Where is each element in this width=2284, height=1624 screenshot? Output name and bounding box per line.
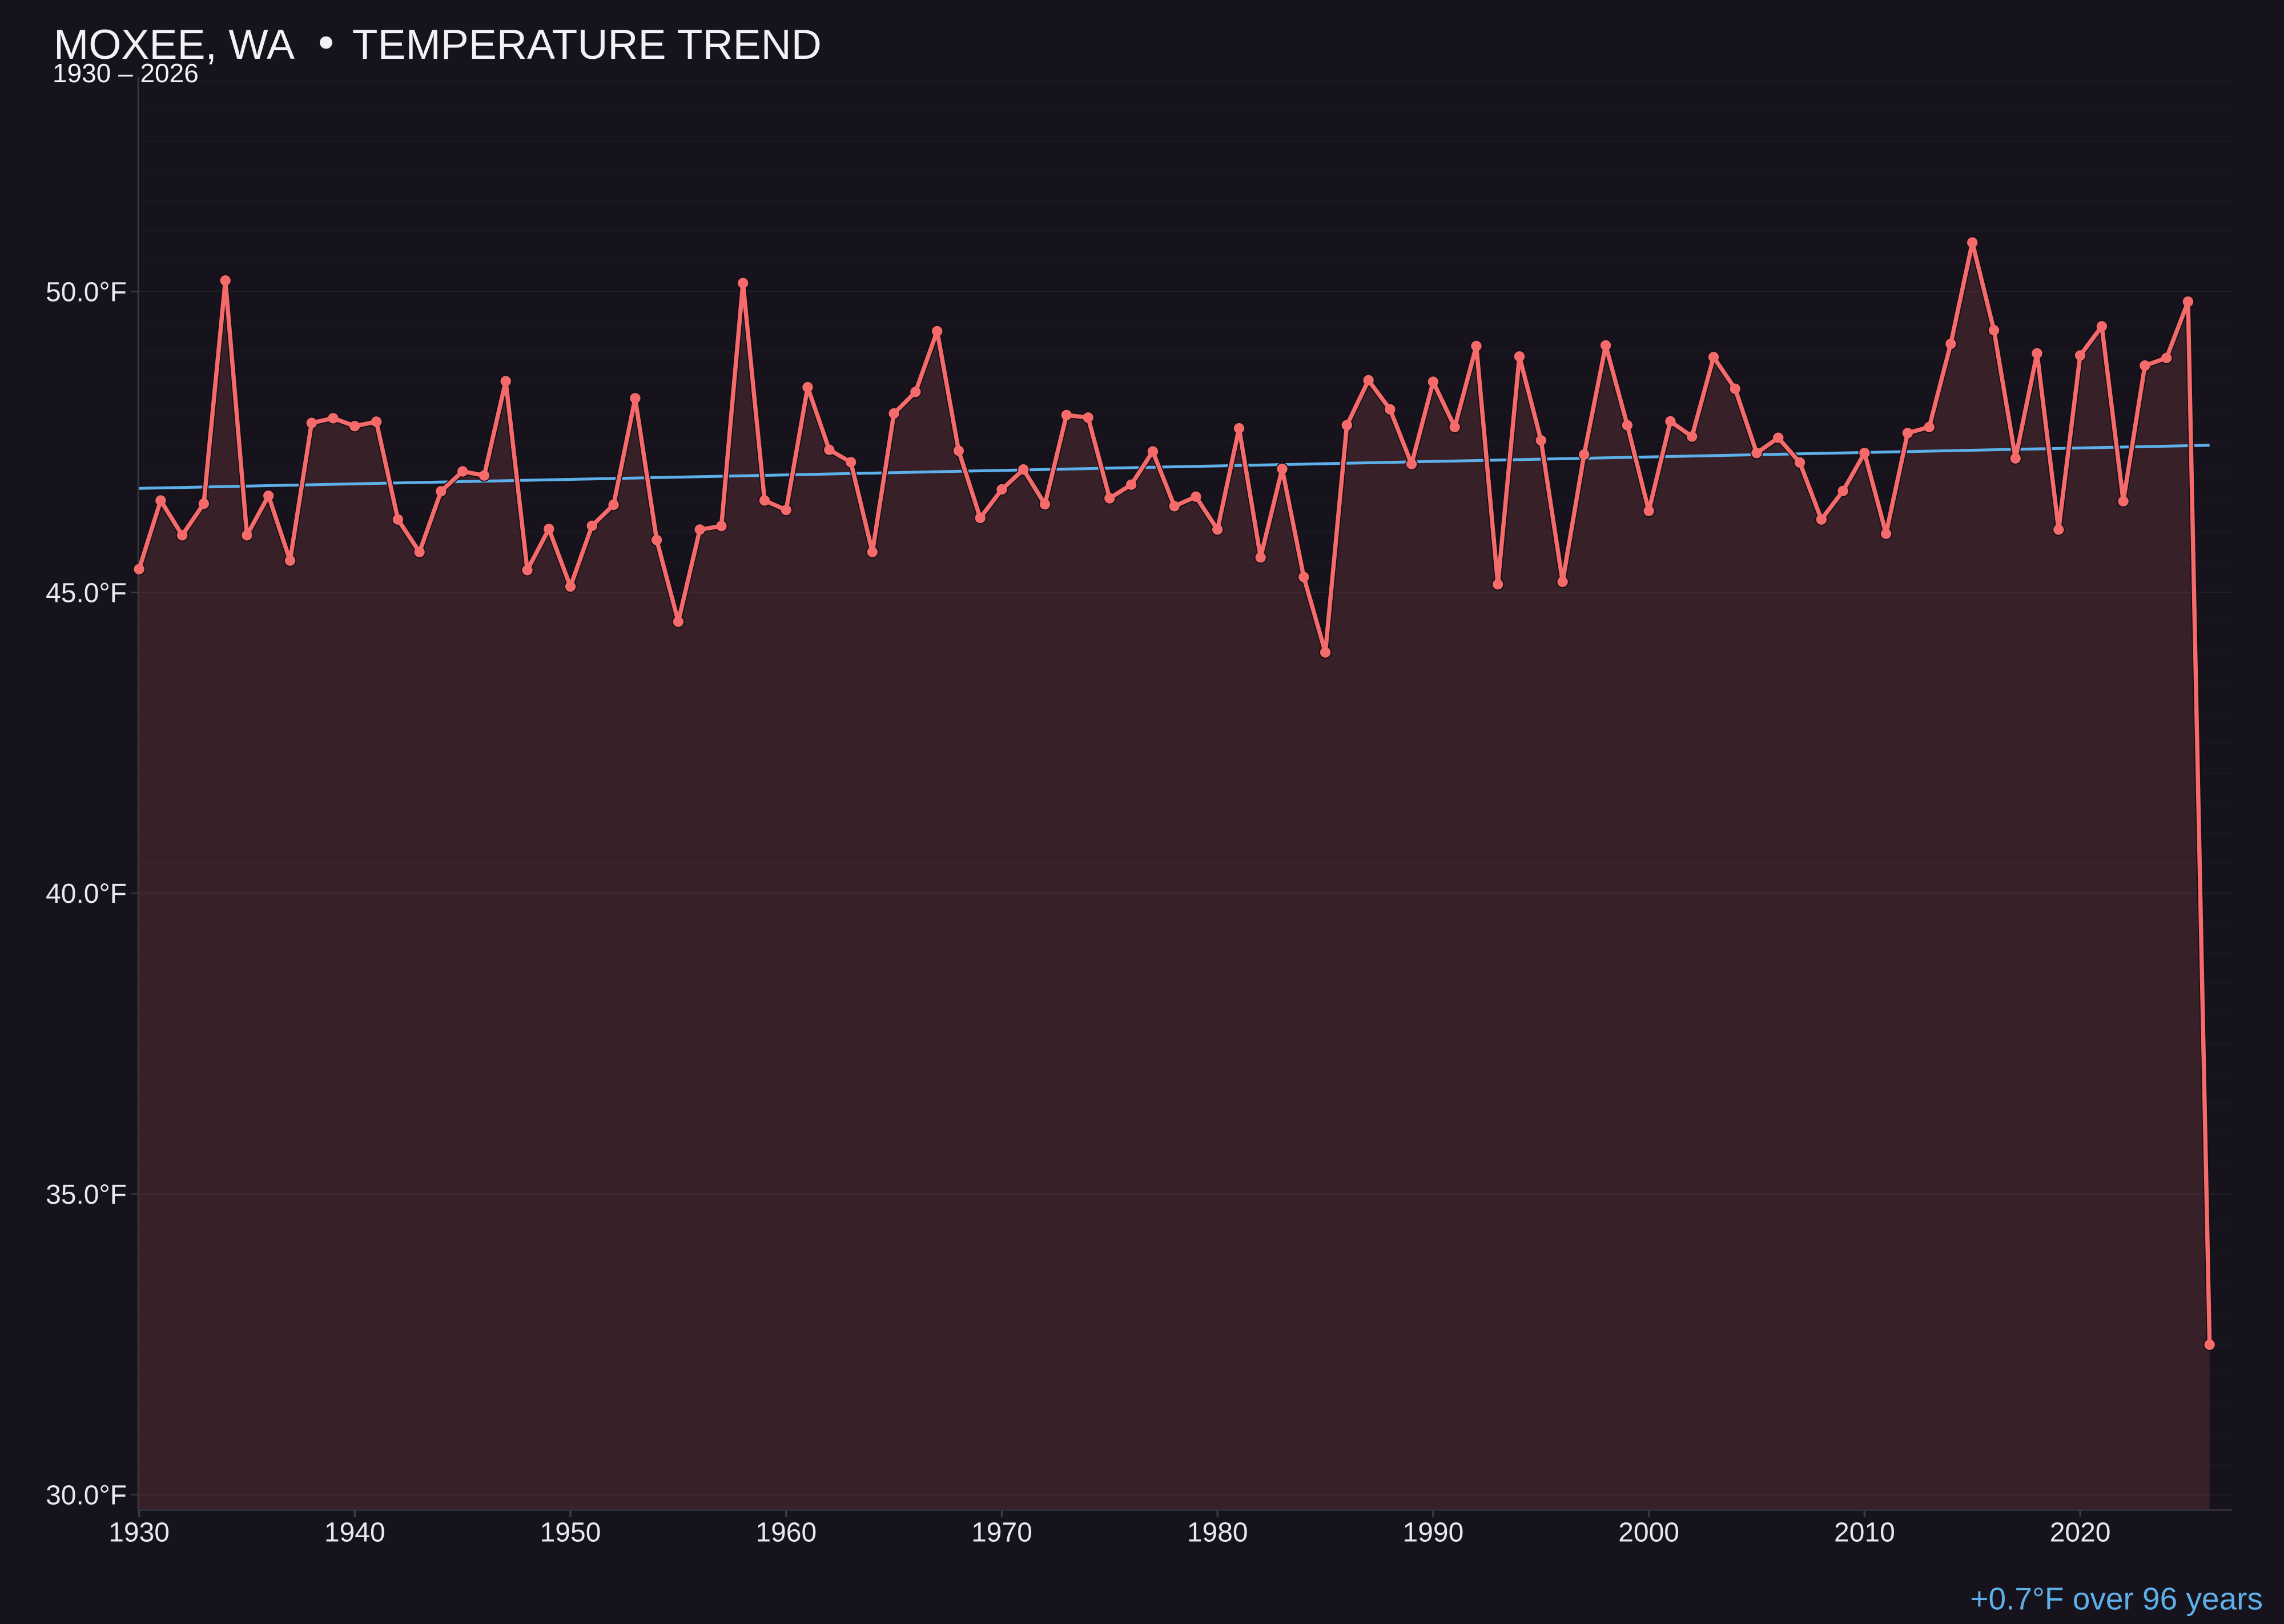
svg-text:1980: 1980 xyxy=(1187,1518,1248,1548)
svg-text:+0.7°F over 96 years: +0.7°F over 96 years xyxy=(1970,1581,2263,1617)
svg-text:1970: 1970 xyxy=(971,1518,1032,1548)
svg-text:1960: 1960 xyxy=(755,1518,817,1548)
svg-text:1950: 1950 xyxy=(540,1518,601,1548)
svg-text:2020: 2020 xyxy=(2050,1518,2111,1548)
svg-text:1940: 1940 xyxy=(324,1518,385,1548)
svg-text:2010: 2010 xyxy=(1834,1518,1895,1548)
svg-text:50.0°F: 50.0°F xyxy=(46,278,127,308)
svg-text:1990: 1990 xyxy=(1403,1518,1464,1548)
svg-text:45.0°F: 45.0°F xyxy=(46,578,127,608)
svg-text:1930: 1930 xyxy=(108,1518,170,1548)
svg-text:2000: 2000 xyxy=(1618,1518,1679,1548)
svg-text:1930 – 2026: 1930 – 2026 xyxy=(53,58,199,88)
svg-text:MOXEE, WA: MOXEE, WA xyxy=(54,21,295,68)
svg-text:TEMPERATURE TREND: TEMPERATURE TREND xyxy=(352,21,822,68)
svg-text:40.0°F: 40.0°F xyxy=(46,879,127,909)
svg-text:30.0°F: 30.0°F xyxy=(46,1481,127,1511)
svg-text:35.0°F: 35.0°F xyxy=(46,1180,127,1210)
